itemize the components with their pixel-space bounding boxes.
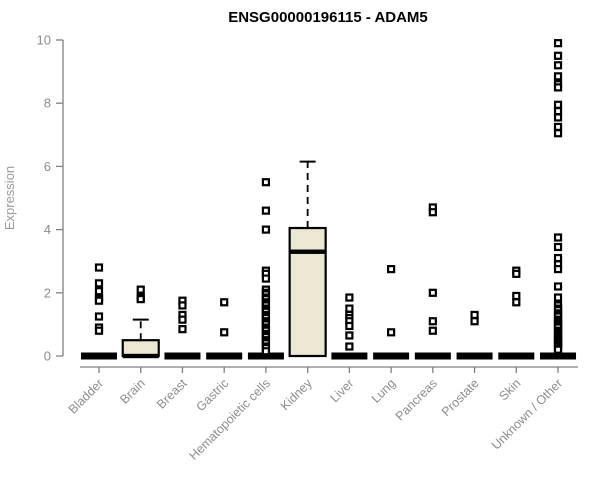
outlier-point — [345, 304, 354, 313]
outlier-point — [136, 295, 145, 304]
outlier-point — [553, 233, 563, 242]
outlier-point — [94, 279, 104, 288]
y-tick-label: 0 — [44, 349, 51, 364]
outlier-point — [553, 106, 563, 116]
x-category-label: Liver — [327, 376, 356, 405]
outlier-point — [428, 317, 437, 326]
collapsed-box — [456, 352, 493, 360]
outlier-point — [553, 129, 563, 138]
y-tick-label: 2 — [44, 285, 51, 300]
outlier-point — [261, 347, 271, 356]
median-line — [289, 249, 326, 254]
collapsed-box — [247, 352, 284, 360]
x-category-label: Skin — [496, 376, 523, 403]
collapsed-box — [540, 352, 577, 360]
outlier-point — [94, 296, 104, 305]
outlier-point — [261, 274, 271, 283]
outlier-point — [512, 269, 521, 278]
collapsed-box — [331, 352, 368, 360]
outlier-point — [553, 242, 563, 252]
outlier-point — [345, 321, 354, 331]
outlier-point — [94, 263, 104, 272]
collapsed-box — [373, 352, 410, 360]
collapsed-box — [206, 352, 243, 360]
outlier-point — [345, 331, 354, 340]
x-category-label: Kidney — [278, 376, 315, 413]
collapsed-box — [414, 352, 451, 360]
outlier-point — [470, 317, 479, 326]
x-category-label: Breast — [154, 376, 190, 412]
outlier-point — [428, 326, 437, 335]
outlier-point — [553, 72, 563, 81]
collapsed-box — [498, 352, 535, 360]
outlier-point — [94, 326, 104, 335]
y-tick-label: 8 — [44, 96, 51, 111]
outlier-point — [553, 293, 563, 302]
y-tick-label: 10 — [37, 33, 51, 48]
outlier-point — [345, 293, 354, 302]
outlier-point — [220, 328, 229, 337]
outlier-point — [553, 122, 563, 132]
outlier-point — [428, 208, 437, 217]
outlier-point — [387, 328, 396, 337]
x-category-label: Unknown / Other — [489, 376, 565, 452]
chart-title: ENSG00000196115 - ADAM5 — [228, 9, 428, 26]
median-line — [122, 353, 159, 359]
outlier-point — [512, 298, 521, 307]
collapsed-box — [164, 352, 201, 360]
outlier-point — [94, 312, 104, 321]
outlier-point — [220, 298, 229, 307]
outlier-point — [553, 61, 563, 70]
outlier-point — [553, 83, 563, 92]
outlier-point — [553, 253, 563, 263]
outlier-point — [136, 285, 145, 294]
x-category-label: Hematopoietic cells — [186, 376, 273, 463]
outlier-point — [178, 301, 187, 310]
outlier-point — [178, 325, 187, 334]
x-category-label: Gastric — [193, 376, 231, 414]
x-category-label: Prostate — [439, 376, 482, 419]
outlier-point — [261, 206, 271, 215]
outlier-point — [553, 51, 563, 60]
outlier-point — [387, 265, 396, 274]
outlier-point — [261, 178, 271, 187]
box — [121, 339, 160, 358]
outlier-point — [553, 39, 563, 48]
outlier-point — [553, 100, 563, 109]
y-tick-label: 4 — [44, 222, 51, 237]
outlier-point — [553, 345, 563, 354]
outlier-point — [553, 282, 563, 291]
outlier-point — [178, 315, 187, 324]
box — [288, 226, 327, 358]
x-category-label: Pancreas — [393, 376, 440, 423]
outlier-point — [512, 291, 521, 301]
outlier-point — [345, 342, 354, 351]
x-category-label: Bladder — [66, 376, 106, 416]
collapsed-box — [81, 352, 117, 360]
outlier-point — [428, 288, 437, 297]
x-category-label: Lung — [369, 376, 399, 406]
x-category-label: Brain — [117, 376, 148, 407]
outlier-point — [94, 287, 104, 296]
plot-area: 0 2 4 6 8 10 Bladder Brain Breast GastricHematopo… — [37, 33, 578, 463]
outlier-point — [553, 113, 563, 122]
outlier-point — [470, 310, 479, 320]
outlier-point — [553, 265, 563, 274]
y-axis-label: Expression — [2, 166, 17, 230]
outlier-point — [261, 225, 271, 234]
y-tick-label: 6 — [44, 159, 51, 174]
